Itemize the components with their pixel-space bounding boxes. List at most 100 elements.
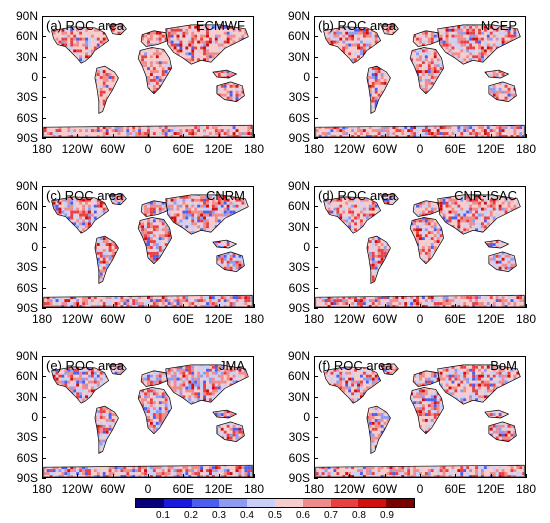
latitude-tick — [314, 56, 318, 58]
colorbar-swatch — [274, 499, 303, 507]
latitude-tick-label: 90S — [16, 131, 38, 145]
longitude-tick — [148, 474, 149, 478]
world-map — [43, 23, 253, 137]
latitude-tick-label: 30S — [288, 90, 310, 105]
longitude-tick-label: 180 — [515, 312, 537, 326]
longitude-tick-label: 0 — [416, 142, 424, 156]
longitude-tick-label: 120E — [476, 312, 505, 326]
latitude-tick — [314, 117, 318, 119]
panel-label: (b) ROC area — [318, 18, 397, 33]
longitude-tick — [490, 134, 492, 138]
panel-label: (f) ROC area — [318, 358, 393, 373]
latitude-tick — [314, 16, 318, 17]
latitude-tick — [42, 287, 46, 289]
latitude-tick — [314, 287, 318, 289]
longitude-tick — [254, 474, 255, 478]
latitude-tick-label: 30N — [15, 389, 38, 404]
longitude-tick-label: 60W — [372, 312, 398, 326]
longitude-tick — [420, 304, 421, 308]
longitude-tick — [526, 474, 527, 478]
latitude-tick — [42, 186, 46, 187]
longitude-tick-label: 0 — [144, 482, 152, 496]
latitude-tick-label: 90N — [287, 349, 310, 363]
longitude-tick — [420, 134, 421, 138]
longitude-tick — [455, 134, 457, 138]
latitude-tick-label: 90S — [288, 471, 310, 485]
map-panel: (b) ROC area NCEP 90N 60N 30N 0 30S 60S 90S 180 12… — [272, 0, 536, 160]
latitude-tick — [314, 376, 318, 378]
latitude-tick-label: 60N — [15, 199, 38, 214]
longitude-tick-label: 60E — [172, 482, 194, 496]
latitude-tick — [314, 206, 318, 208]
latitude-tick — [42, 356, 46, 357]
latitude-tick — [314, 437, 318, 439]
longitude-tick — [254, 134, 255, 138]
longitude-tick-label: 60W — [100, 482, 126, 496]
world-map — [315, 193, 525, 307]
map-frame: (a) ROC area ECMWF — [42, 16, 254, 138]
longitude-tick — [526, 134, 527, 138]
latitude-tick-label: 90S — [16, 471, 38, 485]
latitude-tick — [42, 138, 46, 139]
longitude-tick-label: 60W — [372, 482, 398, 496]
latitude-tick — [42, 117, 46, 119]
latitude-tick — [42, 478, 46, 479]
latitude-tick — [314, 478, 318, 479]
latitude-tick — [314, 457, 318, 459]
latitude-tick — [42, 267, 46, 269]
longitude-tick-label: 180 — [31, 312, 53, 326]
longitude-tick-label: 60W — [100, 312, 126, 326]
longitude-tick-label: 120W — [61, 142, 93, 156]
latitude-tick — [42, 457, 46, 459]
latitude-tick — [42, 77, 46, 78]
latitude-tick-label: 90N — [15, 9, 38, 23]
longitude-tick-label: 60W — [372, 142, 398, 156]
longitude-tick — [42, 304, 43, 308]
longitude-tick-label: 60E — [444, 142, 466, 156]
colorbar-swatch — [191, 499, 220, 507]
latitude-tick — [42, 56, 46, 58]
latitude-tick-label: 30S — [288, 260, 310, 275]
latitude-tick-label: 30S — [288, 430, 310, 445]
colorbar-label: 0.1 — [156, 510, 170, 521]
map-panel: (c) ROC area CNRM 90N 60N 30N 0 30S 60S 90S 180 12… — [0, 170, 264, 330]
latitude-tick — [314, 138, 318, 139]
longitude-tick-label: 120E — [204, 142, 233, 156]
longitude-tick-label: 120E — [204, 482, 233, 496]
colorbar-swatch — [219, 499, 248, 507]
latitude-tick — [42, 308, 46, 309]
longitude-tick-label: 120E — [476, 482, 505, 496]
longitude-tick — [183, 474, 185, 478]
map-panel: (e) ROC area JMA 90N 60N 30N 0 30S 60S 90S 180 120… — [0, 340, 264, 500]
map-frame: (f) ROC area BoM — [314, 356, 526, 478]
latitude-tick — [42, 247, 46, 248]
longitude-tick — [218, 474, 220, 478]
latitude-tick-label: 90S — [288, 301, 310, 315]
latitude-tick-label: 60S — [288, 110, 310, 125]
longitude-tick-label: 120E — [204, 312, 233, 326]
longitude-tick-label: 60W — [100, 142, 126, 156]
latitude-tick-label: 0 — [31, 240, 38, 254]
colorbar-label: 0.2 — [184, 510, 198, 521]
latitude-tick-label: 60S — [288, 450, 310, 465]
longitude-tick — [349, 474, 351, 478]
latitude-tick — [42, 16, 46, 17]
longitude-tick-label: 180 — [243, 482, 265, 496]
panel-label: (a) ROC area — [46, 18, 125, 33]
longitude-tick — [384, 304, 386, 308]
longitude-tick-label: 0 — [144, 142, 152, 156]
longitude-tick — [455, 474, 457, 478]
latitude-tick — [314, 247, 318, 248]
longitude-tick — [77, 474, 79, 478]
latitude-tick — [314, 186, 318, 187]
colorbar-label: 0.7 — [324, 510, 338, 521]
latitude-tick-label: 60S — [288, 280, 310, 295]
latitude-tick-label: 0 — [31, 70, 38, 84]
latitude-tick — [42, 417, 46, 418]
latitude-tick-label: 30N — [15, 49, 38, 64]
longitude-tick — [384, 474, 386, 478]
longitude-tick-label: 0 — [416, 482, 424, 496]
latitude-tick-label: 60N — [287, 29, 310, 44]
longitude-tick-label: 180 — [31, 142, 53, 156]
latitude-tick — [314, 356, 318, 357]
